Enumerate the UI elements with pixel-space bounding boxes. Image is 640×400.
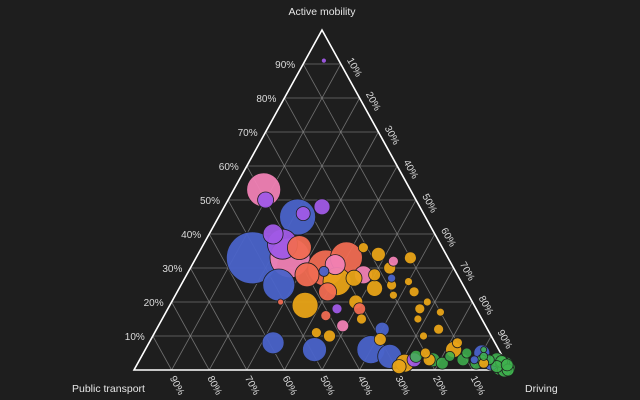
grid-line-driving <box>171 63 342 371</box>
data-point <box>408 286 420 298</box>
data-point <box>413 314 423 324</box>
tick-label-active: 30% <box>162 264 182 275</box>
data-point <box>302 337 327 363</box>
data-point <box>313 198 331 216</box>
tick-label-active: 40% <box>181 230 201 241</box>
grid-line-driving <box>396 267 454 371</box>
axis-title-top: Active mobility <box>288 6 356 18</box>
data-point <box>444 350 456 362</box>
tick-label-active: 60% <box>219 162 239 173</box>
data-point <box>320 57 327 64</box>
grid-line-public <box>190 267 248 371</box>
data-point <box>261 331 285 355</box>
tick-label-public: 40% <box>355 374 374 397</box>
data-point <box>262 268 296 302</box>
grid-line-public <box>302 63 473 371</box>
data-point <box>480 346 488 354</box>
data-point <box>419 347 431 359</box>
data-point <box>357 242 369 254</box>
data-point <box>318 282 338 302</box>
axis-title-left: Public transport <box>72 383 145 395</box>
data-point <box>294 262 320 288</box>
data-point <box>291 291 319 319</box>
data-point <box>403 251 417 265</box>
data-point <box>469 355 479 365</box>
data-point <box>320 310 332 322</box>
data-point <box>366 279 384 297</box>
data-point <box>257 191 275 209</box>
data-point <box>435 307 445 317</box>
tick-label-public: 90% <box>167 374 186 397</box>
tick-label-active: 20% <box>144 298 164 309</box>
data-point <box>324 254 346 276</box>
tick-label-public: 80% <box>205 374 224 397</box>
data-point <box>391 359 407 375</box>
data-point <box>277 298 285 306</box>
data-point <box>336 319 350 333</box>
data-point <box>461 347 473 359</box>
tick-label-public: 30% <box>393 374 412 397</box>
grid-lines <box>152 63 492 371</box>
data-point <box>433 323 445 335</box>
tick-label-active: 70% <box>238 128 258 139</box>
tick-label-public: 20% <box>430 374 449 397</box>
data-point <box>414 303 426 315</box>
axis-title-right: Driving <box>525 383 558 395</box>
data-point <box>500 358 514 372</box>
grid-line-public <box>171 301 210 371</box>
data-point <box>310 327 322 339</box>
bubbles <box>225 57 516 378</box>
data-point <box>295 206 311 222</box>
tick-label-public: 70% <box>242 374 261 397</box>
data-point <box>331 303 343 315</box>
data-point <box>345 269 363 287</box>
data-point <box>356 313 367 325</box>
data-point <box>387 255 399 267</box>
grid-line-driving <box>246 131 379 371</box>
data-point <box>422 297 432 307</box>
tick-label-active: 50% <box>200 196 220 207</box>
data-point <box>479 351 489 361</box>
data-point <box>368 268 382 282</box>
tick-label-public: 10% <box>468 374 487 397</box>
data-point <box>435 356 449 370</box>
data-point <box>419 331 428 341</box>
tick-label-active: 10% <box>125 332 145 343</box>
data-point <box>318 265 330 277</box>
data-point <box>286 235 312 261</box>
data-point <box>387 273 397 283</box>
data-point <box>373 332 387 346</box>
data-point <box>388 290 398 300</box>
data-point <box>370 246 386 262</box>
tick-label-public: 50% <box>317 374 336 397</box>
data-point <box>451 337 463 349</box>
grid-line-public <box>152 335 172 371</box>
tick-label-active: 80% <box>256 94 276 105</box>
triangle-frame <box>132 28 512 371</box>
data-point <box>404 277 413 287</box>
data-point <box>262 223 284 245</box>
tick-label-active: 90% <box>275 60 295 71</box>
data-point <box>323 329 336 343</box>
tick-label-public: 60% <box>280 374 299 397</box>
data-point <box>353 302 367 316</box>
